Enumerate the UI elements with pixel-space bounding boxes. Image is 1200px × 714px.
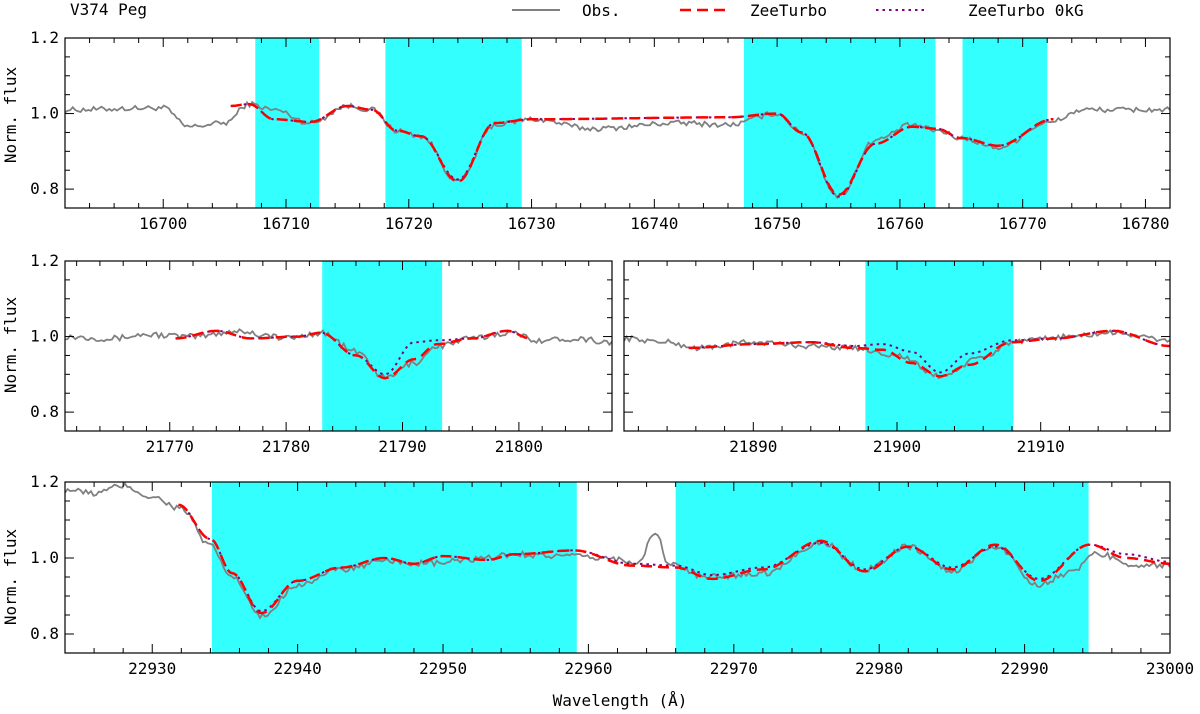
legend: Obs. ZeeTurbo ZeeTurbo 0kG (512, 1, 1084, 20)
x-tick-label: 16700 (139, 214, 187, 233)
fit-window (675, 482, 1089, 653)
panel-22960: 22930 22940 22950 22960 22970 22980 22990 23000… (30, 472, 1194, 678)
panel-21780: 21770 21780 21790 21800 0.8 1.0 1.2 (30, 251, 613, 456)
y-tick-label: 0.8 (30, 624, 59, 643)
panel-16700: 16700 16710 16720 16730 16740 16750 16760 16770… (30, 28, 1171, 233)
y-tick-label: 1.0 (30, 104, 59, 123)
ylabel-panel-bottom: Norm. flux (1, 528, 20, 625)
legend-obs-label: Obs. (582, 1, 621, 20)
x-tick-label: 21780 (262, 437, 310, 456)
xlabel: Wavelength (Å) (553, 691, 688, 710)
x-tick-label: 22960 (564, 659, 612, 678)
ylabel-panel-middle: Norm. flux (1, 296, 20, 393)
x-tick-label: 16750 (753, 214, 801, 233)
fit-window (211, 482, 577, 653)
model-0kG-curve (178, 503, 1170, 613)
x-tick-label: 23000 (1146, 659, 1194, 678)
x-tick-label: 22970 (710, 659, 758, 678)
x-tick-label: 22940 (274, 659, 322, 678)
star-label: V374 Peg (70, 0, 147, 19)
x-tick-label: 16720 (385, 214, 433, 233)
x-tick-label: 21890 (729, 437, 777, 456)
x-tick-label: 16760 (876, 214, 924, 233)
x-tick-label: 22990 (1001, 659, 1049, 678)
y-tick-label: 1.0 (30, 548, 59, 567)
x-tick-label: 16710 (262, 214, 310, 233)
plot-frame (64, 37, 1171, 209)
x-tick-label: 16780 (1121, 214, 1169, 233)
x-tick-label: 22950 (419, 659, 467, 678)
ylabel-panel-top: Norm. flux (1, 66, 20, 163)
fit-window (743, 38, 936, 208)
x-tick-label: 16770 (999, 214, 1047, 233)
legend-model-label: ZeeTurbo (750, 1, 827, 20)
fit-window (962, 38, 1048, 208)
model-curve (688, 329, 1170, 378)
x-tick-label: 22930 (128, 659, 176, 678)
legend-model0-label: ZeeTurbo 0kG (968, 1, 1084, 20)
y-tick-label: 1.2 (30, 28, 59, 47)
x-tick-label: 21770 (146, 437, 194, 456)
x-tick-label: 21900 (873, 437, 921, 456)
x-tick-label: 16730 (507, 214, 555, 233)
model-curve (178, 503, 1170, 615)
x-tick-label: 16740 (630, 214, 678, 233)
model-0kG-curve (688, 329, 1170, 374)
observed-spectrum (65, 100, 1170, 200)
y-tick-label: 0.8 (30, 402, 59, 421)
y-tick-label: 1.2 (30, 251, 59, 270)
model-curve (230, 102, 1054, 196)
x-tick-label: 22980 (855, 659, 903, 678)
y-tick-label: 1.2 (30, 472, 59, 491)
x-tick-label: 21800 (495, 437, 543, 456)
y-tick-label: 1.0 (30, 327, 59, 346)
model-curve (175, 329, 531, 380)
y-tick-label: 0.8 (30, 179, 59, 198)
panel-21900: 2189021900219100.81.01.2 (623, 260, 1171, 456)
x-tick-label: 21910 (1017, 437, 1065, 456)
x-tick-label: 21790 (378, 437, 426, 456)
plot-frame (64, 260, 613, 432)
